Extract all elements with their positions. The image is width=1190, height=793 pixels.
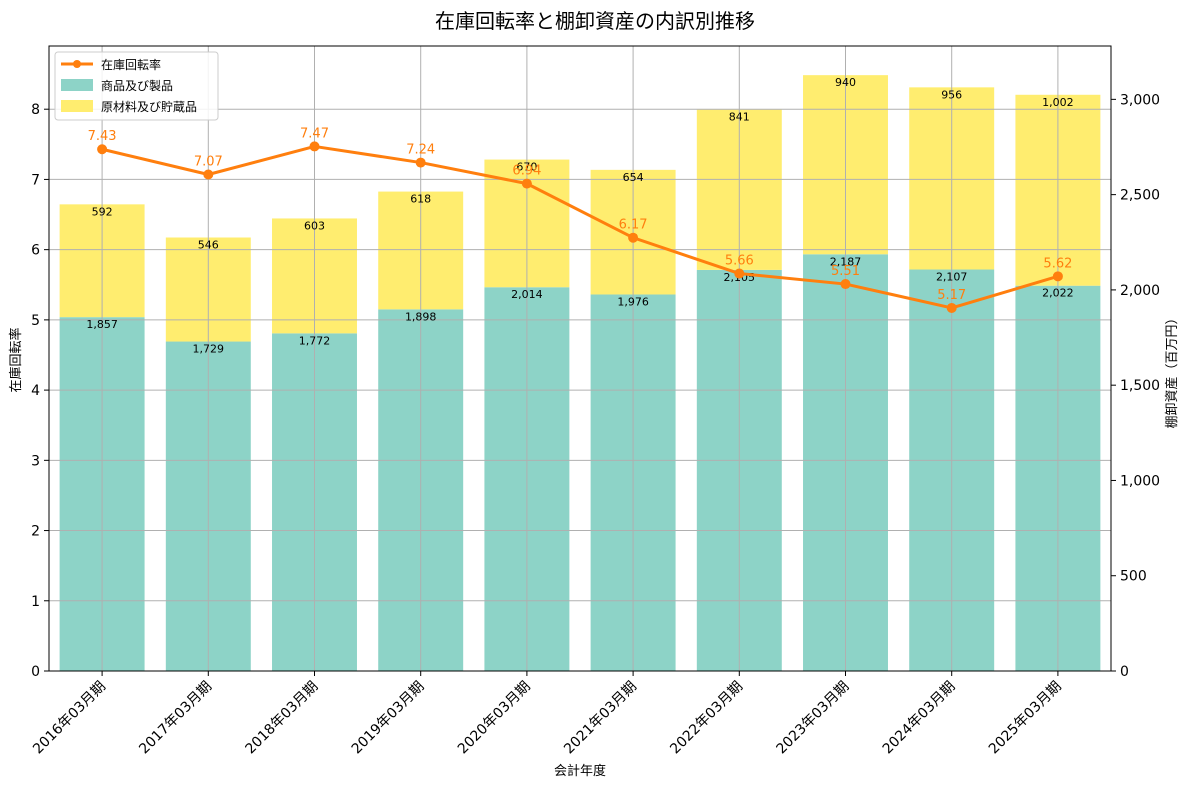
turnover-value-label: 7.43 xyxy=(88,129,117,144)
turnover-point xyxy=(946,302,957,313)
turnover-point xyxy=(415,157,426,168)
y-right-tick-label: 2,500 xyxy=(1120,188,1160,204)
turnover-value-label: 5.51 xyxy=(831,264,860,279)
bar-value-label: 1,898 xyxy=(405,310,437,323)
line-layer: 7.43 7.07 7.47 7.24 6.94 6.17 5.66 5.51 5.17 5.62 xyxy=(88,126,1072,313)
bar-value-label: 1,002 xyxy=(1042,96,1074,109)
bar-value-label: 618 xyxy=(410,193,431,206)
turnover-point xyxy=(309,141,320,152)
turnover-value-label: 5.17 xyxy=(937,288,966,303)
x-tick-label: 2019年03月期 xyxy=(349,679,428,758)
y-right-tick-label: 500 xyxy=(1120,569,1147,585)
y-axis-right-label: 棚卸資産（百万円） xyxy=(1164,311,1180,428)
turnover-point xyxy=(628,232,639,243)
legend-label: 商品及び製品 xyxy=(101,78,173,93)
bar-value-label: 956 xyxy=(941,88,962,101)
bar-value-label: 603 xyxy=(304,219,325,232)
y-right-tick-label: 1,500 xyxy=(1120,378,1160,394)
y-left-tick-label: 7 xyxy=(31,172,40,188)
bar-value-label: 1,729 xyxy=(193,343,225,356)
x-tick-label: 2018年03月期 xyxy=(243,679,322,758)
x-axis-label: 会計年度 xyxy=(554,763,606,779)
y-left-tick-label: 1 xyxy=(31,594,40,610)
legend-label: 在庫回転率 xyxy=(101,57,161,72)
turnover-point xyxy=(840,279,851,290)
turnover-value-label: 5.66 xyxy=(725,254,754,269)
x-tick-label: 2020年03月期 xyxy=(455,679,534,758)
y-left-tick-label: 8 xyxy=(31,102,40,118)
y-right-tick-label: 2,000 xyxy=(1120,283,1160,299)
bar-value-label: 2,022 xyxy=(1042,287,1074,300)
bar-value-label: 654 xyxy=(623,171,644,184)
y-left-tick-label: 2 xyxy=(31,524,40,540)
x-tick-label: 2024年03月期 xyxy=(880,679,959,758)
y-axis-left-label: 在庫回転率 xyxy=(8,327,24,392)
turnover-point xyxy=(1052,271,1063,282)
x-tick-label: 2025年03月期 xyxy=(986,679,1065,758)
bar-value-label: 940 xyxy=(835,76,856,89)
x-tick-label: 2022年03月期 xyxy=(667,679,746,758)
x-tick-label: 2017年03月期 xyxy=(136,679,215,758)
turnover-point xyxy=(521,178,532,189)
legend-box xyxy=(54,51,219,121)
turnover-point xyxy=(203,169,214,180)
x-tick-label: 2016年03月期 xyxy=(30,679,109,758)
y-left-tick-label: 5 xyxy=(31,313,40,329)
bar-value-label: 1,772 xyxy=(299,334,331,347)
y-left-tick-label: 3 xyxy=(31,453,40,469)
y-right-tick-label: 0 xyxy=(1120,664,1129,680)
bar-value-label: 1,976 xyxy=(617,295,649,308)
bar-value-label: 1,857 xyxy=(86,318,118,331)
y-left-tick-label: 6 xyxy=(31,243,40,259)
y-right-tick-label: 1,000 xyxy=(1120,473,1160,489)
legend-swatch-marker xyxy=(73,60,81,68)
y-right-tick-label: 3,000 xyxy=(1120,92,1160,108)
bar-value-label: 2,014 xyxy=(511,288,543,301)
bar-value-label: 2,187 xyxy=(830,255,862,268)
chart-title: 在庫回転率と棚卸資産の内訳別推移 xyxy=(435,9,755,33)
turnover-value-label: 7.24 xyxy=(406,143,435,158)
turnover-line xyxy=(101,144,1059,310)
turnover-value-label: 6.94 xyxy=(512,164,541,179)
turnover-value-label: 5.62 xyxy=(1043,256,1072,271)
turnover-value-label: 7.47 xyxy=(300,126,329,141)
turnover-value-label: 7.07 xyxy=(194,155,223,170)
x-tick-label: 2021年03月期 xyxy=(561,679,640,758)
bar-value-label: 670 xyxy=(516,161,537,174)
legend-swatch-bar xyxy=(61,79,93,91)
turnover-point xyxy=(734,268,745,279)
bar-value-label: 841 xyxy=(729,111,750,124)
legend-label: 原材料及び貯蔵品 xyxy=(101,100,197,114)
x-tick-label: 2023年03月期 xyxy=(774,679,853,758)
plot-frame xyxy=(48,45,1112,672)
grid-layer xyxy=(49,46,1111,672)
turnover-point xyxy=(97,144,108,155)
turnover-value-label: 6.17 xyxy=(619,218,648,233)
y-left-tick-label: 0 xyxy=(31,664,40,680)
legend-swatch-bar xyxy=(61,100,93,112)
y-left-tick-label: 4 xyxy=(31,383,40,399)
bar-value-label: 2,107 xyxy=(936,271,968,284)
bar-value-label: 546 xyxy=(198,239,219,252)
bar-value-label: 592 xyxy=(92,205,113,218)
